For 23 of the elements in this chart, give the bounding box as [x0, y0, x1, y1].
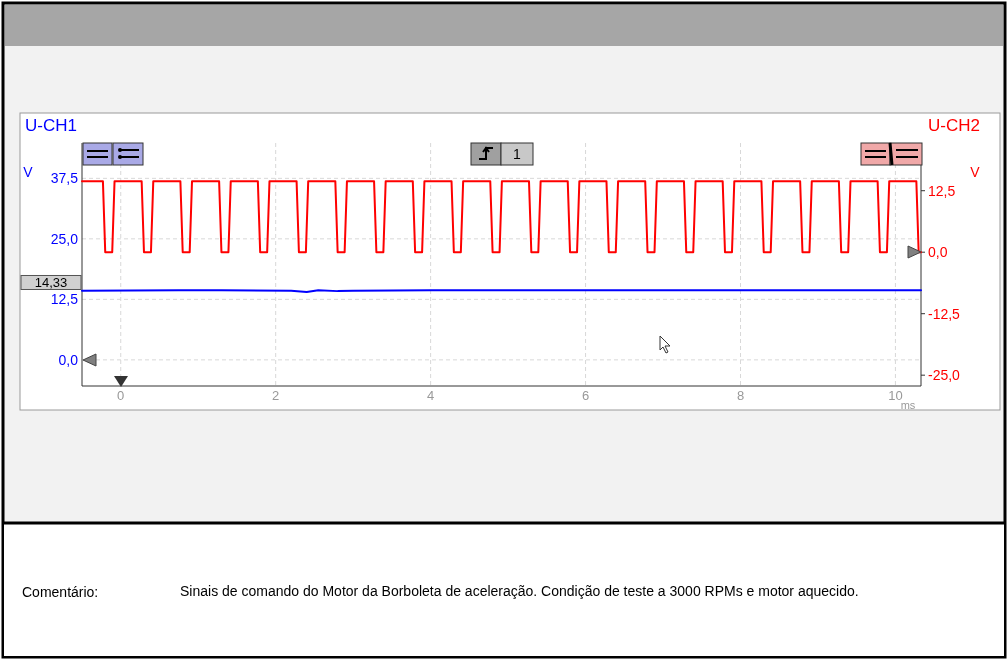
x-tick-label: 8	[736, 388, 745, 403]
y-tick-label: 25,0	[50, 230, 79, 247]
y-axis-title: V	[23, 164, 34, 180]
x-tick-label: 2	[272, 388, 280, 403]
y2-tick-label: -25,0	[928, 367, 961, 384]
annotation: 14,33	[34, 275, 68, 291]
y2-axis-title: V	[970, 164, 981, 180]
text: U-CH1	[25, 116, 77, 135]
x-axis-title: ms	[900, 399, 916, 411]
text: Sinais de comando do Motor da Borboleta de aceleração. Condição de teste a 3000 RPMs e motor aquecido.	[180, 583, 859, 599]
x-tick-label: 10	[888, 388, 903, 403]
y2-tick-label: 0,0	[928, 244, 948, 261]
x-tick-label: 6	[581, 388, 590, 403]
y-tick-label: 0,0	[58, 351, 79, 368]
y-tick-label: 37,5	[50, 170, 79, 187]
y-tick-label: 12,5	[50, 291, 79, 308]
annotation: 1	[513, 146, 522, 162]
x-tick-label: 4	[427, 388, 435, 403]
x-tick-label: 0	[117, 388, 125, 403]
y2-tick-label: 12,5	[928, 182, 956, 199]
y2-tick-label: -12,5	[928, 305, 961, 322]
text: U-CH2	[928, 116, 980, 135]
text: Comentário:	[22, 584, 99, 600]
